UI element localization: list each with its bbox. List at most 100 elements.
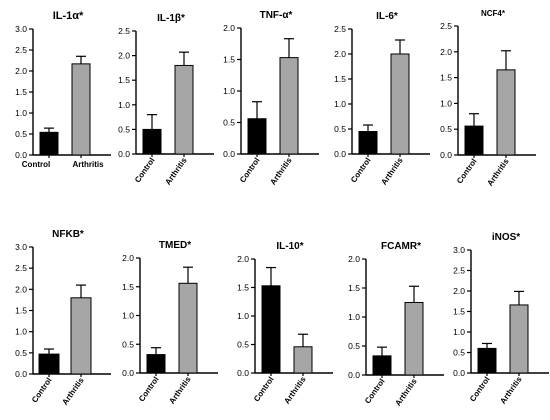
chart-title: IL-1β* (157, 13, 185, 24)
bar-arthritis (71, 63, 91, 156)
y-tick-label: 0.0 (334, 149, 346, 159)
x-category-label: Control (468, 375, 492, 403)
y-tick-label: 0.5 (122, 339, 134, 349)
y-tick-label: 0.0 (15, 369, 27, 379)
y-tick-label: 1.0 (223, 86, 235, 96)
chart-panel: IL-6* 0.0 0.5 1.0 1.5 2.0 2.5 Control Arthritis (334, 11, 430, 187)
bar-control (372, 355, 392, 376)
bar-arthritis (279, 57, 299, 155)
chart-title: NFKB* (52, 229, 84, 240)
bar-arthritis (404, 302, 424, 376)
chart-panel: iNOS* 0.0 0.5 1.0 1.5 2.0 2.5 3.0 Control Arthrit… (453, 232, 549, 406)
y-tick-label: 1.0 (15, 327, 27, 337)
x-category-label: Arthritis (72, 160, 104, 169)
y-tick-label: 2.5 (15, 263, 27, 273)
x-category-label: Control (455, 157, 479, 185)
y-tick-label: 2.0 (15, 66, 27, 76)
x-category-label: Arthritis (268, 156, 294, 187)
x-category-label: Control (30, 376, 54, 404)
y-tick-label: 3.0 (15, 24, 27, 34)
y-tick-label: 1.0 (237, 311, 249, 321)
y-tick-label: 0.5 (15, 348, 27, 358)
y-tick-label: 1.5 (237, 283, 249, 293)
chart-title: TNF-α* (260, 10, 293, 21)
y-tick-label: 0.5 (237, 340, 249, 350)
chart-panel: IL-1α* 0.0 0.5 1.0 1.5 2.0 2.5 3.0 Control Arthri… (15, 10, 111, 169)
chart-panel: IL-1β* 0.0 0.5 1.0 1.5 2.0 2.5 Control Arthritis (118, 13, 214, 187)
y-tick-label: 1.0 (440, 98, 452, 108)
bar-control (464, 125, 484, 156)
chart-panel: FCAMR* 0.0 0.5 1.0 1.5 2.0 Control Arthritis (348, 241, 444, 408)
bar-arthritis (70, 297, 92, 375)
y-tick-label: 1.5 (15, 87, 27, 97)
y-tick-label: 3.0 (453, 245, 465, 255)
y-tick-label: 2.5 (440, 21, 452, 31)
y-tick-label: 0.0 (237, 368, 249, 378)
chart-title: FCAMR* (381, 241, 421, 252)
x-category-label: Control (252, 375, 276, 403)
y-tick-label: 0.0 (348, 370, 360, 380)
bar-control (39, 131, 59, 156)
x-category-label: Arthritis (282, 375, 308, 406)
x-category-label: Arthritis (393, 377, 419, 408)
y-tick-label: 0.0 (440, 150, 452, 160)
y-tick-label: 2.5 (118, 26, 130, 36)
y-tick-label: 0.0 (453, 368, 465, 378)
y-tick-label: 2.0 (440, 47, 452, 57)
chart-panel: NFKB* 0.0 0.5 1.0 1.5 2.0 2.5 3.0 Control Arthrit… (15, 229, 111, 407)
y-tick-label: 0.5 (348, 341, 360, 351)
x-category-label: Arthritis (498, 375, 524, 406)
y-tick-label: 1.5 (453, 307, 465, 317)
bar-arthritis (293, 346, 313, 374)
y-tick-label: 1.0 (118, 100, 130, 110)
chart-title: TMED* (159, 240, 191, 251)
y-tick-label: 0.0 (118, 149, 130, 159)
y-tick-label: 0.5 (334, 124, 346, 134)
y-tick-label: 1.5 (118, 75, 130, 85)
y-tick-label: 1.5 (122, 282, 134, 292)
bar-arthritis (390, 53, 410, 155)
bar-arthritis (178, 282, 198, 374)
y-tick-label: 2.0 (223, 23, 235, 33)
bar-control (38, 353, 60, 375)
bar-arthritis (496, 69, 516, 156)
bar-control (146, 354, 166, 374)
y-tick-label: 2.0 (118, 51, 130, 61)
bar-arthritis (509, 304, 529, 374)
y-tick-label: 1.5 (348, 283, 360, 293)
x-category-label: Control (137, 375, 161, 403)
y-tick-label: 1.5 (223, 55, 235, 65)
x-category-label: Arthritis (163, 156, 189, 187)
bar-control (477, 347, 497, 374)
bar-control (247, 118, 267, 155)
x-category-label: Control (363, 377, 387, 405)
y-tick-label: 0.0 (122, 368, 134, 378)
y-tick-label: 1.5 (15, 306, 27, 316)
x-category-label: Control (133, 156, 157, 184)
chart-title: IL-1α* (53, 10, 84, 22)
x-category-label: Arthritis (379, 156, 405, 187)
x-category-label: Arthritis (167, 375, 193, 406)
chart-panel: TMED* 0.0 0.5 1.0 1.5 2.0 Control Arthritis (122, 240, 218, 406)
y-tick-label: 2.0 (334, 49, 346, 59)
y-tick-label: 2.5 (453, 266, 465, 276)
x-category-label: Arthritis (485, 157, 511, 188)
y-tick-label: 0.0 (15, 150, 27, 160)
y-tick-label: 2.5 (15, 45, 27, 55)
y-tick-label: 1.5 (440, 73, 452, 83)
y-tick-label: 1.0 (453, 327, 465, 337)
y-tick-label: 0.5 (15, 129, 27, 139)
x-category-label: Control (238, 156, 262, 184)
y-tick-label: 0.5 (453, 348, 465, 358)
chart-title: IL-6* (376, 11, 398, 22)
y-tick-label: 1.0 (15, 108, 27, 118)
y-tick-label: 0.5 (440, 124, 452, 134)
y-tick-label: 0.5 (118, 124, 130, 134)
x-category-label: Control (349, 156, 373, 184)
y-tick-label: 2.0 (122, 253, 134, 263)
x-category-label: Arthritis (60, 376, 86, 407)
bar-control (261, 285, 281, 374)
y-tick-label: 2.5 (334, 24, 346, 34)
chart-title: IL-10* (276, 241, 303, 252)
